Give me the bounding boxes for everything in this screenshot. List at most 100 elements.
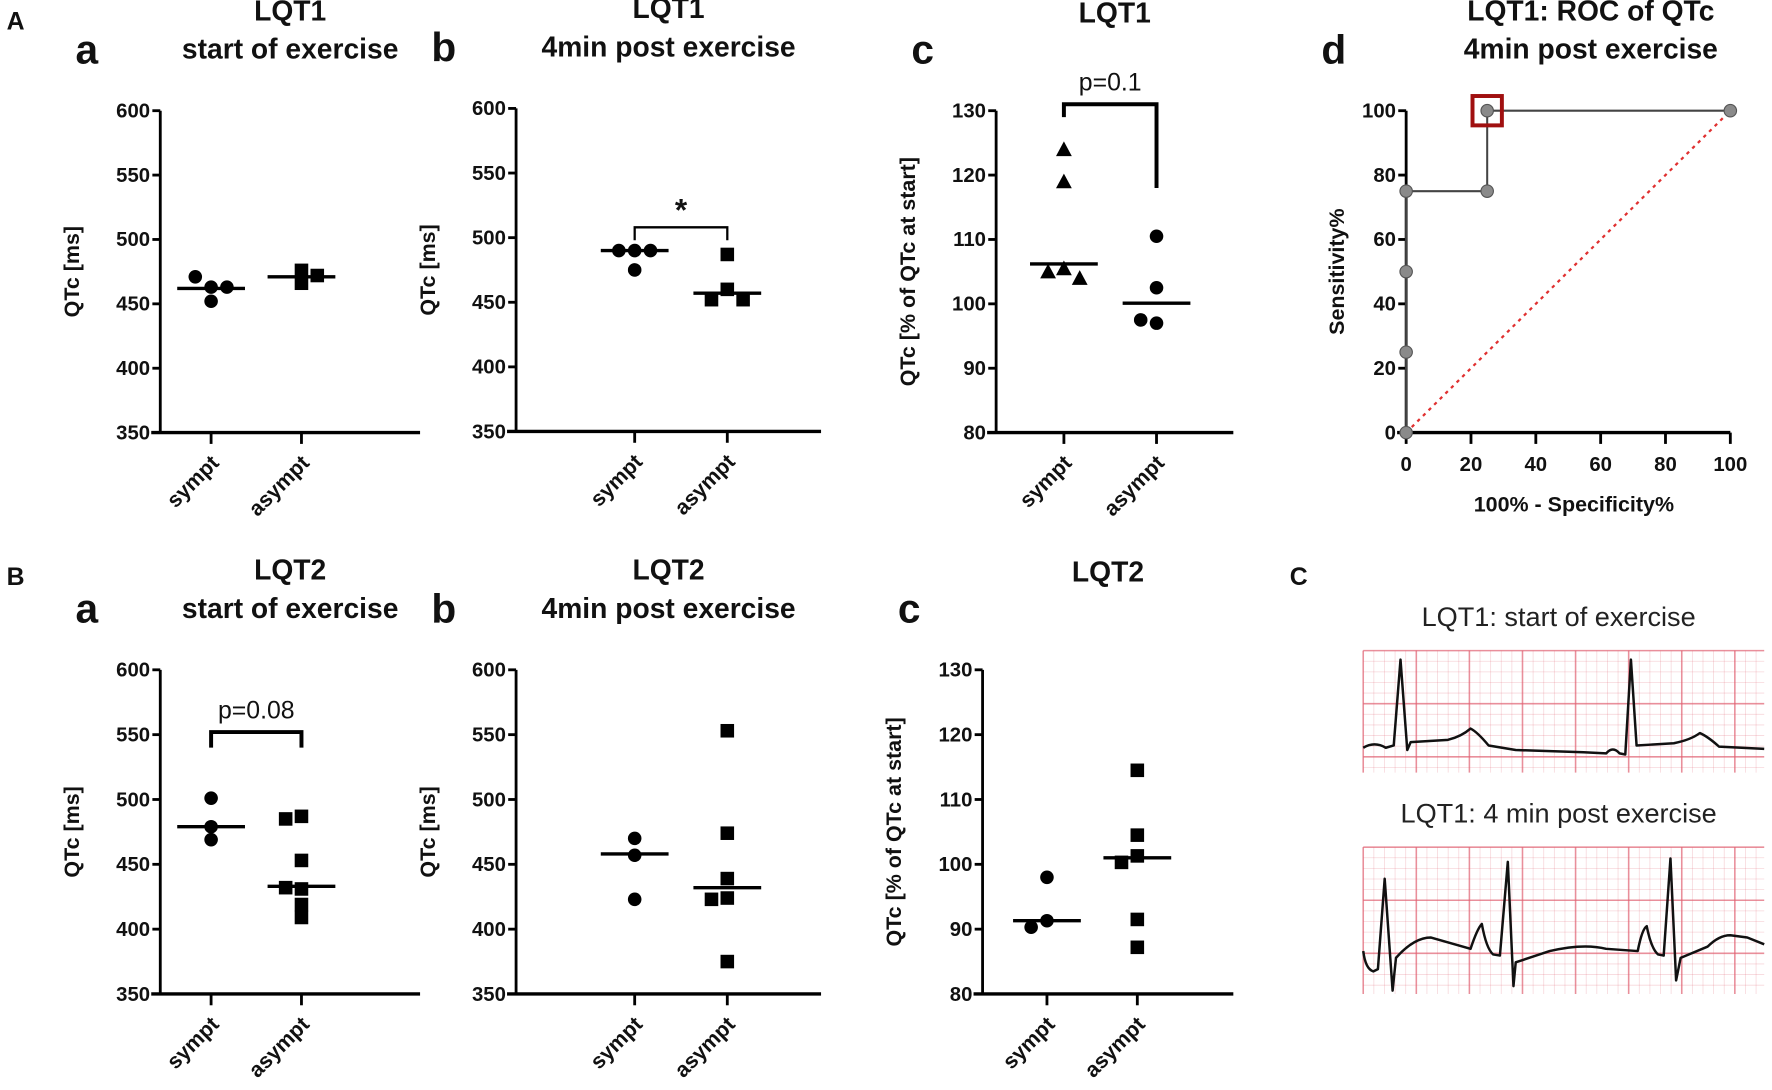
data-point-circle (188, 270, 203, 284)
data-point-square (720, 954, 735, 969)
y-tick-label: 400 (116, 919, 150, 941)
y-tick-label: 450 (472, 854, 506, 876)
roc-point (1399, 184, 1413, 198)
y-tick-label: 550 (116, 724, 150, 746)
data-point-square (1130, 849, 1145, 863)
data-point-circle (1149, 316, 1164, 330)
y-tick-label: 110 (940, 789, 973, 811)
data-point-square (294, 882, 309, 896)
chart-title: 4min post exercise (542, 30, 796, 62)
panel-letter: b (431, 24, 456, 70)
data-point-circle (1149, 229, 1164, 244)
y-axis-label: QTc [ms] (60, 226, 84, 317)
y-tick-label: 120 (938, 724, 972, 746)
data-point-square (1130, 828, 1145, 842)
ecg-trace-start (1362, 649, 1765, 773)
chart-title: LQT2 (254, 553, 326, 585)
data-point-circle (1024, 920, 1038, 934)
data-point-circle (627, 263, 642, 277)
significance-label: * (675, 192, 688, 228)
data-point-square (1130, 940, 1145, 955)
ecg-title-post: LQT1: 4 min post exercise (1401, 797, 1717, 828)
category-label: asympt (670, 450, 740, 520)
ecg-title-start: LQT1: start of exercise (1422, 601, 1696, 632)
data-point-triangle (1055, 141, 1072, 157)
y-tick-label: 500 (116, 789, 150, 811)
panel-letter: c (898, 585, 921, 631)
figure-label-B: B (7, 564, 25, 591)
ecg-waveform (1362, 658, 1765, 756)
significance-label: p=0.1 (1079, 70, 1142, 97)
category-label: sympt (586, 450, 648, 512)
roc-point (1399, 345, 1413, 359)
y-axis-label: QTc [ms] (60, 786, 84, 877)
y-tick-label: 400 (116, 358, 150, 380)
data-point-triangle (1071, 270, 1088, 285)
y-tick-label: 60 (1373, 229, 1396, 251)
chart-title: 4min post exercise (542, 592, 796, 624)
y-tick-label: 80 (950, 984, 973, 1006)
y-tick-label: 350 (116, 422, 150, 444)
data-point-square (294, 809, 309, 824)
data-point-triangle (1055, 173, 1072, 189)
chart-title: LQT1: ROC of QTc (1467, 0, 1714, 26)
y-tick-label: 550 (472, 724, 506, 746)
y-tick-label: 130 (952, 100, 986, 122)
y-tick-label: 600 (472, 660, 506, 682)
y-tick-label: 110 (953, 229, 986, 251)
y-tick-label: 90 (950, 919, 973, 941)
optimal-cutoff-highlight (1470, 94, 1504, 128)
category-label: sympt (162, 451, 224, 513)
chart-Bc: LQT2 c 80 90 100 110 120 130 QTc [% of QTc at st… (882, 556, 1234, 1082)
panel-letter: a (76, 26, 99, 72)
y-tick-label: 100 (952, 294, 986, 316)
y-tick-label: 600 (472, 98, 506, 120)
category-label: asympt (1099, 451, 1169, 521)
y-tick-label: 0 (1385, 422, 1396, 444)
data-point-square (294, 897, 309, 912)
panel-letter: b (431, 585, 456, 631)
significance-bracket (633, 226, 729, 241)
data-point-square (294, 276, 309, 291)
panel-letter: a (76, 585, 99, 631)
significance-bracket (1061, 102, 1159, 188)
chart-Ad: LQT1: ROC of QTc 4min post exercise d 0 20 40… (1321, 0, 1747, 517)
y-tick-label: 550 (472, 163, 506, 185)
y-tick-label: 350 (116, 984, 150, 1006)
chart-Ab: LQT1 4min post exercise b 350 400 450 500 550 60… (416, 0, 822, 520)
y-tick-label: 400 (472, 919, 506, 941)
category-label: asympt (1080, 1012, 1150, 1082)
data-point-square (294, 853, 309, 868)
figure-label-A: A (7, 8, 25, 35)
roc-point (1723, 103, 1738, 118)
data-point-square (1130, 912, 1145, 927)
x-tick-label: 60 (1589, 454, 1612, 476)
y-tick-label: 350 (472, 984, 506, 1006)
data-point-triangle (1040, 263, 1056, 279)
chart-title: LQT1 (1079, 0, 1151, 29)
y-tick-label: 100 (1362, 100, 1396, 122)
data-point-triangle (1055, 260, 1072, 276)
y-tick-label: 400 (472, 357, 506, 379)
data-point-square (720, 891, 735, 905)
data-point-circle (1149, 280, 1164, 295)
data-point-square (720, 723, 735, 738)
x-tick-label: 40 (1525, 454, 1548, 476)
chart-Aa: LQT1 start of exercise a 350 400 450 500 550 600… (60, 0, 421, 521)
data-point-square (294, 263, 309, 278)
data-point-square (1130, 763, 1145, 778)
y-tick-label: 500 (472, 789, 506, 811)
y-tick-label: 500 (116, 229, 150, 251)
chart-title: start of exercise (182, 592, 398, 624)
significance-bracket (209, 730, 304, 748)
x-tick-label: 20 (1460, 454, 1483, 476)
y-axis-label: QTc [% of QTc at start] (896, 157, 920, 386)
x-tick-label: 100 (1713, 454, 1747, 476)
ecg-waveform (1361, 857, 1765, 992)
data-point-circle (204, 294, 218, 309)
y-axis-label: QTc [% of QTc at start] (882, 717, 906, 946)
ecg-panel: LQT1: start of exercise LQT1: 4 min post… (1361, 601, 1765, 994)
data-point-square (294, 910, 309, 925)
y-axis-label: Sensitivity% (1325, 208, 1349, 334)
